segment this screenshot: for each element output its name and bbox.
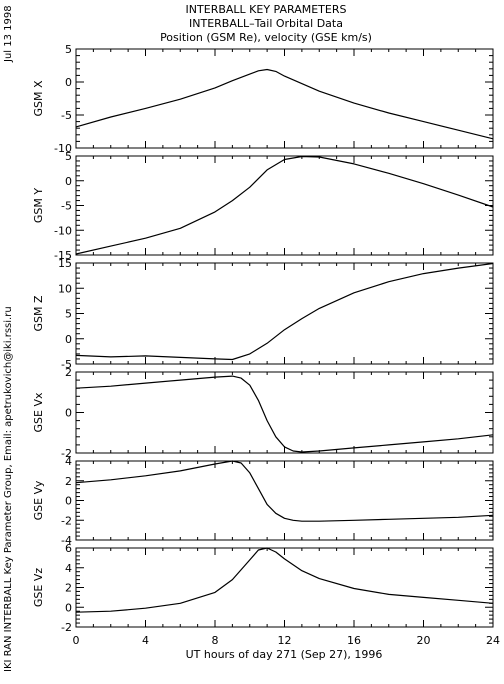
y-tick-label: 2	[65, 582, 72, 595]
y-tick-label: 0	[65, 495, 72, 508]
panel-frame	[75, 547, 494, 628]
y-tick-label: -5	[61, 358, 72, 371]
x-tick-label: 16	[347, 634, 361, 647]
chart-title-line-1: INTERBALL KEY PARAMETERS	[186, 3, 347, 16]
series-line-4	[75, 460, 494, 522]
x-tick-label: 8	[212, 634, 219, 647]
y-tick-label: 0	[65, 407, 72, 420]
y-tick-label: 2	[65, 475, 72, 488]
y-tick-label: 5	[65, 308, 72, 321]
panel-frame	[75, 262, 494, 365]
series-line-3	[75, 375, 494, 453]
y-axis-label: GSE Vy	[32, 480, 45, 520]
credit-text: IKI RAN INTERBALL Key Parameter Group, E…	[3, 306, 14, 672]
x-axis: 0 4 8 12 16 20 24	[73, 634, 501, 647]
y-tick-label: 4	[65, 562, 72, 575]
y-tick-label: -10	[54, 142, 72, 155]
y-tick-label: 10	[58, 282, 72, 295]
y-axis-label: GSM Y	[32, 188, 45, 223]
y-tick-label: 15	[58, 257, 72, 270]
y-tick-label: -2	[61, 514, 72, 527]
y-axis-label: GSE Vx	[32, 392, 45, 432]
y-tick-label: -4	[61, 534, 72, 547]
x-tick-label: 12	[278, 634, 292, 647]
y-tick-label: 5	[65, 43, 72, 56]
y-axis-label: GSM X	[32, 80, 45, 116]
date-stamp: Jul 13 1998	[3, 5, 14, 63]
y-tick-label: -2	[61, 447, 72, 460]
y-tick-label: 5	[65, 150, 72, 163]
panel-5: -2 0 2 4 6 GSE Vz	[32, 542, 494, 634]
panel-4: -4 -2 0 2 4 GSE Vy	[32, 455, 494, 547]
y-tick-label: 4	[65, 455, 72, 468]
y-tick-label: 2	[65, 366, 72, 379]
panel-3: -2 0 2 GSE Vx	[32, 366, 494, 460]
y-tick-label: 0	[65, 175, 72, 188]
chart-title-line-2: INTERBALL–Tail Orbital Data	[189, 17, 343, 30]
y-axis-label: GSM Z	[32, 295, 45, 331]
x-tick-label: 20	[417, 634, 431, 647]
y-tick-label: 0	[65, 601, 72, 614]
y-tick-label: 6	[65, 542, 72, 555]
y-tick-label: 0	[65, 333, 72, 346]
series-line-1	[75, 155, 494, 255]
x-tick-label: 4	[142, 634, 149, 647]
y-tick-label: -5	[61, 200, 72, 213]
y-tick-label: -15	[54, 249, 72, 262]
y-axis-label: GSE Vz	[32, 568, 45, 607]
x-tick-label: 24	[486, 634, 500, 647]
chart-header: INTERBALL KEY PARAMETERS INTERBALL–Tail …	[160, 3, 372, 44]
series-line-0	[75, 68, 494, 140]
panel-frame	[75, 460, 494, 541]
panel-frame	[75, 48, 494, 149]
panels-group: -10 -5 0 5 GSM X -15 -10 -5 0 5 GSM Y -5 0 5 10 15 GSM Z…	[32, 43, 494, 634]
x-tick-label: 0	[73, 634, 80, 647]
x-axis-label: UT hours of day 271 (Sep 27), 1996	[186, 648, 383, 661]
panel-0: -10 -5 0 5 GSM X	[32, 43, 494, 155]
y-tick-label: -2	[61, 621, 72, 634]
y-tick-label: 0	[65, 76, 72, 89]
y-tick-label: -10	[54, 224, 72, 237]
y-tick-label: -5	[61, 109, 72, 122]
series-line-2	[75, 262, 494, 361]
series-line-5	[75, 547, 494, 613]
panel-2: -5 0 5 10 15 GSM Z	[32, 257, 494, 371]
chart-title-line-3: Position (GSM Re), velocity (GSE km/s)	[160, 31, 372, 44]
panel-1: -15 -10 -5 0 5 GSM Y	[32, 150, 494, 262]
